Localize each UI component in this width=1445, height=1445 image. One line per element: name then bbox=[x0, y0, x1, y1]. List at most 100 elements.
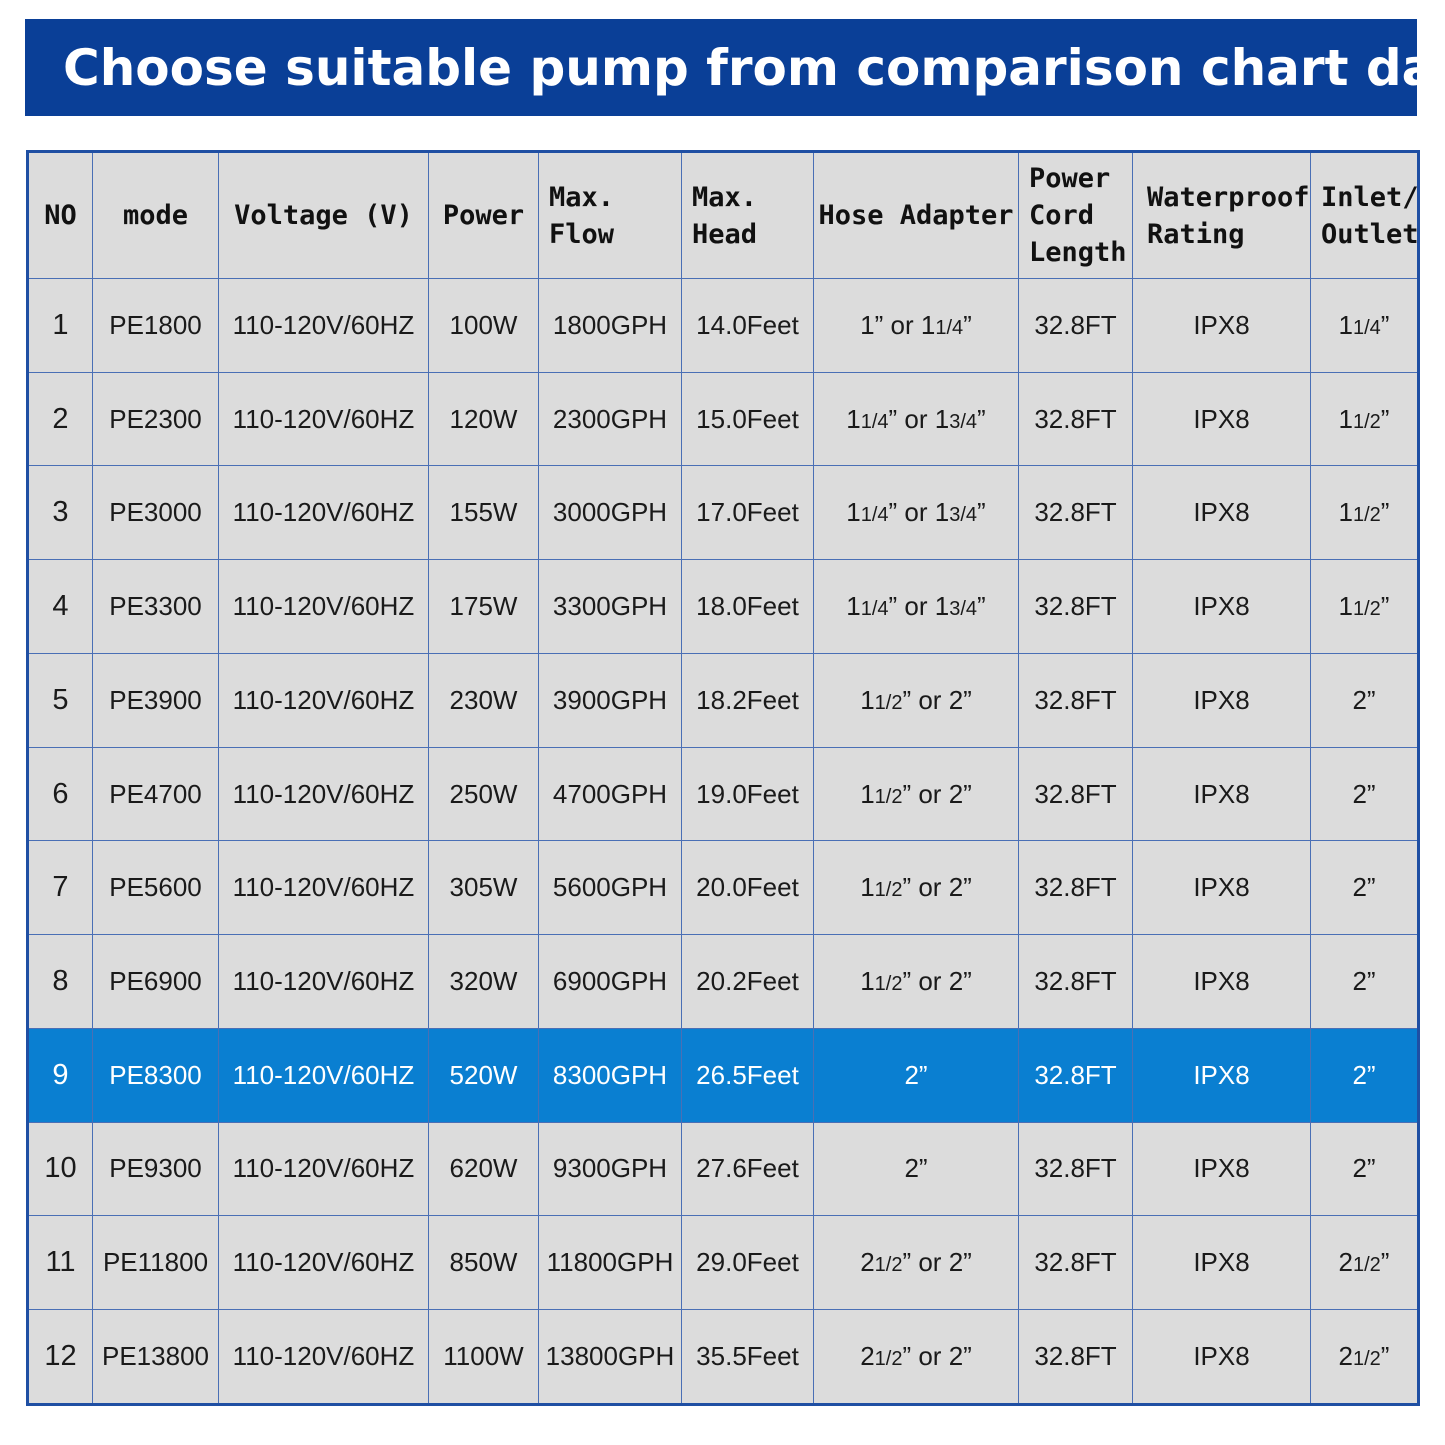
waterproof-rating-cell: IPX8 bbox=[1132, 1121, 1311, 1217]
col-header-max-head: Max. Head bbox=[681, 151, 814, 279]
waterproof-rating-cell: IPX8 bbox=[1132, 746, 1311, 842]
title-banner: Choose suitable pump from comparison cha… bbox=[25, 19, 1445, 116]
hose-adapter-cell: 11/2” or 2” bbox=[813, 840, 1019, 936]
cord-length-cell: 32.8FT bbox=[1018, 1121, 1133, 1217]
table-row: 12 PE13800 110-120V/60HZ 1100W 13800GPH 35.5F… bbox=[27, 1309, 1419, 1405]
model-cell: PE8300 bbox=[92, 1027, 219, 1123]
max-head-cell: 35.5Feet bbox=[681, 1309, 814, 1405]
waterproof-rating-cell: IPX8 bbox=[1132, 371, 1311, 467]
cord-length-cell: 32.8FT bbox=[1018, 652, 1133, 748]
table-row: 5 PE3900 110-120V/60HZ 230W 3900GPH 18.2Feet 1… bbox=[27, 652, 1419, 748]
row-number: 12 bbox=[27, 1309, 93, 1405]
hose-adapter-cell: 11/4” or 13/4” bbox=[813, 559, 1019, 654]
max-head-cell: 18.0Feet bbox=[681, 559, 814, 654]
inlet-outlet-cell: 2” bbox=[1310, 1027, 1419, 1123]
table-row: 10 PE9300 110-120V/60HZ 620W 9300GPH 27.6Feet… bbox=[27, 1121, 1419, 1217]
power-cell: 520W bbox=[428, 1027, 539, 1123]
waterproof-rating-cell: IPX8 bbox=[1132, 1215, 1311, 1311]
voltage-cell: 110-120V/60HZ bbox=[218, 652, 429, 748]
hose-adapter-cell: 1” or 11/4” bbox=[813, 278, 1019, 373]
waterproof-rating-cell: IPX8 bbox=[1132, 559, 1311, 654]
row-number: 6 bbox=[27, 746, 93, 842]
max-head-cell: 26.5Feet bbox=[681, 1027, 814, 1123]
col-header-no: NO bbox=[27, 151, 93, 279]
max-head-cell: 15.0Feet bbox=[681, 371, 814, 467]
max-head-cell: 27.6Feet bbox=[681, 1121, 814, 1217]
col-header-voltage: Voltage (V) bbox=[218, 151, 429, 279]
inlet-outlet-cell: 2” bbox=[1310, 652, 1419, 748]
row-number: 10 bbox=[27, 1121, 93, 1217]
inlet-outlet-cell: 21/2” bbox=[1310, 1309, 1419, 1405]
row-number: 7 bbox=[27, 840, 93, 936]
cord-length-cell: 32.8FT bbox=[1018, 840, 1133, 936]
col-header-hose-adapter: Hose Adapter bbox=[813, 151, 1019, 279]
model-cell: PE3900 bbox=[92, 652, 219, 748]
voltage-cell: 110-120V/60HZ bbox=[218, 1121, 429, 1217]
inlet-outlet-cell: 11/2” bbox=[1310, 465, 1419, 561]
max-flow-cell: 9300GPH bbox=[538, 1121, 682, 1217]
cord-length-cell: 32.8FT bbox=[1018, 559, 1133, 654]
hose-adapter-cell: 11/2” or 2” bbox=[813, 652, 1019, 748]
cord-length-cell: 32.8FT bbox=[1018, 746, 1133, 842]
inlet-outlet-cell: 11/2” bbox=[1310, 559, 1419, 654]
model-cell: PE1800 bbox=[92, 278, 219, 373]
waterproof-rating-cell: IPX8 bbox=[1132, 278, 1311, 373]
table-row: 1 PE1800 110-120V/60HZ 100W 1800GPH 14.0Feet 1… bbox=[27, 278, 1419, 373]
max-flow-cell: 13800GPH bbox=[538, 1309, 682, 1405]
power-cell: 320W bbox=[428, 934, 539, 1029]
voltage-cell: 110-120V/60HZ bbox=[218, 465, 429, 561]
cord-length-cell: 32.8FT bbox=[1018, 371, 1133, 467]
power-cell: 230W bbox=[428, 652, 539, 748]
model-cell: PE6900 bbox=[92, 934, 219, 1029]
voltage-cell: 110-120V/60HZ bbox=[218, 746, 429, 842]
waterproof-rating-cell: IPX8 bbox=[1132, 934, 1311, 1029]
cord-length-cell: 32.8FT bbox=[1018, 1027, 1133, 1123]
max-flow-cell: 4700GPH bbox=[538, 746, 682, 842]
inlet-outlet-cell: 2” bbox=[1310, 746, 1419, 842]
col-header-inlet-outlet: Inlet/ Outlet bbox=[1310, 151, 1419, 279]
cord-length-cell: 32.8FT bbox=[1018, 1309, 1133, 1405]
power-cell: 305W bbox=[428, 840, 539, 936]
cord-length-cell: 32.8FT bbox=[1018, 1215, 1133, 1311]
max-flow-cell: 5600GPH bbox=[538, 840, 682, 936]
hose-adapter-cell: 2” bbox=[813, 1121, 1019, 1217]
model-cell: PE11800 bbox=[92, 1215, 219, 1311]
power-cell: 250W bbox=[428, 746, 539, 842]
table-row: 4 PE3300 110-120V/60HZ 175W 3300GPH 18.0Feet 1… bbox=[27, 559, 1419, 654]
hose-adapter-cell: 11/4” or 13/4” bbox=[813, 371, 1019, 467]
header-row: NO mode Voltage (V) Power Max. Flow Max.… bbox=[27, 151, 1419, 279]
inlet-outlet-cell: 2” bbox=[1310, 934, 1419, 1029]
max-flow-cell: 3900GPH bbox=[538, 652, 682, 748]
voltage-cell: 110-120V/60HZ bbox=[218, 934, 429, 1029]
model-cell: PE13800 bbox=[92, 1309, 219, 1405]
row-number: 2 bbox=[27, 371, 93, 467]
voltage-cell: 110-120V/60HZ bbox=[218, 1027, 429, 1123]
cord-length-cell: 32.8FT bbox=[1018, 934, 1133, 1029]
hose-adapter-cell: 2” bbox=[813, 1027, 1019, 1123]
max-head-cell: 17.0Feet bbox=[681, 465, 814, 561]
table-row: 2 PE2300 110-120V/60HZ 120W 2300GPH 15.0Feet 1… bbox=[27, 371, 1419, 467]
hose-adapter-cell: 11/2” or 2” bbox=[813, 746, 1019, 842]
voltage-cell: 110-120V/60HZ bbox=[218, 371, 429, 467]
max-flow-cell: 8300GPH bbox=[538, 1027, 682, 1123]
max-head-cell: 20.2Feet bbox=[681, 934, 814, 1029]
voltage-cell: 110-120V/60HZ bbox=[218, 840, 429, 936]
max-flow-cell: 3000GPH bbox=[538, 465, 682, 561]
voltage-cell: 110-120V/60HZ bbox=[218, 559, 429, 654]
col-header-mode: mode bbox=[92, 151, 219, 279]
row-number: 5 bbox=[27, 652, 93, 748]
col-header-waterproof-rating: Waterproof Rating bbox=[1132, 151, 1311, 279]
waterproof-rating-cell: IPX8 bbox=[1132, 652, 1311, 748]
row-number: 3 bbox=[27, 465, 93, 561]
model-cell: PE9300 bbox=[92, 1121, 219, 1217]
inlet-outlet-cell: 21/2” bbox=[1310, 1215, 1419, 1311]
hose-adapter-cell: 11/2” or 2” bbox=[813, 934, 1019, 1029]
waterproof-rating-cell: IPX8 bbox=[1132, 465, 1311, 561]
max-flow-cell: 3300GPH bbox=[538, 559, 682, 654]
power-cell: 1100W bbox=[428, 1309, 539, 1405]
max-flow-cell: 2300GPH bbox=[538, 371, 682, 467]
inlet-outlet-cell: 2” bbox=[1310, 1121, 1419, 1217]
table-row: 11 PE11800 110-120V/60HZ 850W 11800GPH 29.0Fe… bbox=[27, 1215, 1419, 1311]
power-cell: 120W bbox=[428, 371, 539, 467]
table-row: 9 PE8300 110-120V/60HZ 520W 8300GPH 26.5Feet 2… bbox=[27, 1027, 1419, 1123]
